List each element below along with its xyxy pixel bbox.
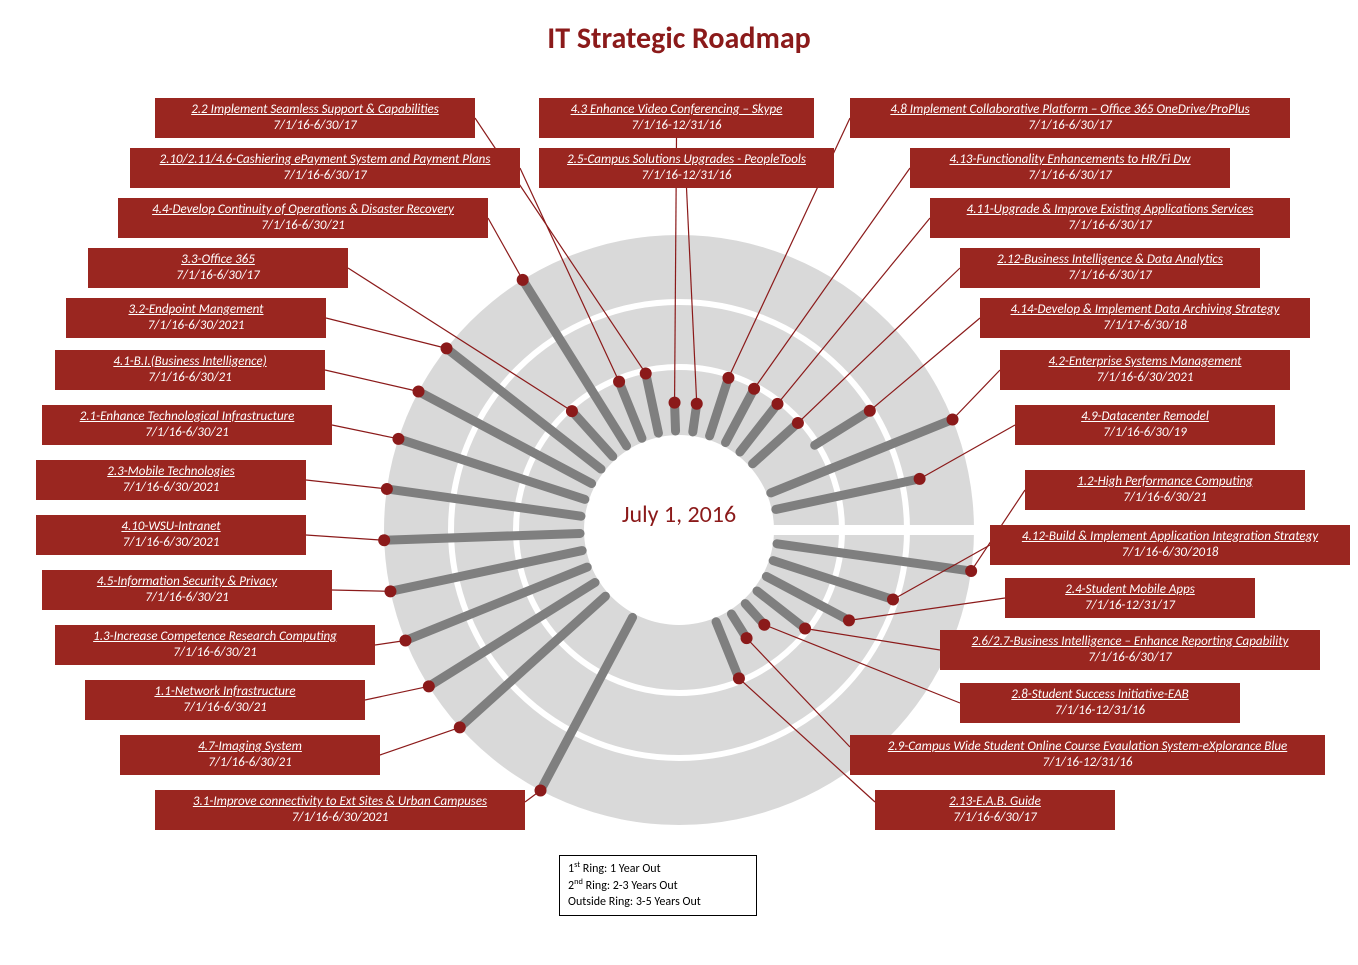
- roadmap-item-dates: 7/1/16-6/30/17: [92, 268, 344, 284]
- roadmap-item-name: 4.9-Datacenter Remodel: [1019, 409, 1271, 425]
- roadmap-item-name: 4.10-WSU-Intranet: [40, 519, 302, 535]
- roadmap-item: 1.2-High Performance Computing7/1/16-6/3…: [1025, 470, 1305, 510]
- roadmap-item-name: 3.1-Improve connectivity to Ext Sites & …: [159, 794, 521, 810]
- roadmap-item-dates: 7/1/16-6/30/17: [854, 118, 1286, 134]
- legend-line-2: 2nd Ring: 2-3 Years Out: [568, 877, 748, 894]
- roadmap-item: 2.8-Student Success Initiative-EAB7/1/16…: [960, 683, 1240, 723]
- roadmap-item-dates: 7/1/16-6/30/2021: [159, 810, 521, 826]
- roadmap-item: 2.2 Implement Seamless Support & Capabil…: [155, 98, 475, 138]
- roadmap-item-name: 4.4-Develop Continuity of Operations & D…: [122, 202, 484, 218]
- roadmap-item-name: 2.9-Campus Wide Student Online Course Ev…: [854, 739, 1321, 755]
- roadmap-item-dates: 7/1/16-6/30/17: [914, 168, 1226, 184]
- roadmap-item-name: 4.11-Upgrade & Improve Existing Applicat…: [934, 202, 1286, 218]
- roadmap-item-name: 2.4-Student Mobile Apps: [1009, 582, 1251, 598]
- roadmap-item-name: 4.5-Information Security & Privacy: [46, 574, 328, 590]
- roadmap-item: 4.10-WSU-Intranet7/1/16-6/30/2021: [36, 515, 306, 555]
- roadmap-item-dates: 7/1/16-6/30/2021: [70, 318, 322, 334]
- roadmap-item: 1.1-Network Infrastructure7/1/16-6/30/21: [85, 680, 365, 720]
- roadmap-item-dates: 7/1/16-12/31/16: [543, 118, 810, 134]
- center-date-label: July 1, 2016: [619, 500, 739, 529]
- roadmap-item-name: 4.13-Functionality Enhancements to HR/Fi…: [914, 152, 1226, 168]
- ring-legend: 1st Ring: 1 Year Out 2nd Ring: 2-3 Years…: [559, 855, 757, 916]
- roadmap-item-dates: 7/1/16-12/31/16: [854, 755, 1321, 771]
- roadmap-item: 3.1-Improve connectivity to Ext Sites & …: [155, 790, 525, 830]
- roadmap-item-name: 1.3-Increase Competence Research Computi…: [59, 629, 371, 645]
- roadmap-item-name: 2.5-Campus Solutions Upgrades - PeopleTo…: [543, 152, 830, 168]
- roadmap-item-dates: 7/1/16-6/30/21: [59, 370, 321, 386]
- roadmap-item: 2.3-Mobile Technologies7/1/16-6/30/2021: [36, 460, 306, 500]
- roadmap-item-name: 4.3 Enhance Video Conferencing – Skype: [543, 102, 810, 118]
- roadmap-item: 2.13-E.A.B. Guide7/1/16-6/30/17: [875, 790, 1115, 830]
- roadmap-item: 1.3-Increase Competence Research Computi…: [55, 625, 375, 665]
- roadmap-item-name: 4.7-Imaging System: [124, 739, 376, 755]
- roadmap-item: 4.14-Develop & Implement Data Archiving …: [980, 298, 1310, 338]
- roadmap-item-dates: 7/1/16-6/30/21: [46, 425, 328, 441]
- roadmap-item: 4.2-Enterprise Systems Management7/1/16-…: [1000, 350, 1290, 390]
- roadmap-item-dates: 7/1/16-6/30/19: [1019, 425, 1271, 441]
- legend-line-1: 1st Ring: 1 Year Out: [568, 860, 748, 877]
- roadmap-item-dates: 7/1/16-6/30/17: [159, 118, 471, 134]
- roadmap-item: 4.1-B.I.(Business Intelligence)7/1/16-6/…: [55, 350, 325, 390]
- roadmap-item-dates: 7/1/16-6/30/21: [46, 590, 328, 606]
- roadmap-item-name: 2.12-Business Intelligence & Data Analyt…: [964, 252, 1256, 268]
- roadmap-item: 2.9-Campus Wide Student Online Course Ev…: [850, 735, 1325, 775]
- roadmap-item-name: 3.3-Office 365: [92, 252, 344, 268]
- roadmap-item: 4.3 Enhance Video Conferencing – Skype7/…: [539, 98, 814, 138]
- roadmap-item-dates: 7/1/16-6/30/17: [879, 810, 1111, 826]
- roadmap-item: 4.4-Develop Continuity of Operations & D…: [118, 198, 488, 238]
- roadmap-item-dates: 7/1/16-12/31/17: [1009, 598, 1251, 614]
- roadmap-item: 2.10/2.11/4.6-Cashiering ePayment System…: [130, 148, 520, 188]
- roadmap-item-name: 4.14-Develop & Implement Data Archiving …: [984, 302, 1306, 318]
- roadmap-item: 4.9-Datacenter Remodel7/1/16-6/30/19: [1015, 405, 1275, 445]
- roadmap-item-name: 2.6/2.7-Business Intelligence – Enhance …: [944, 634, 1316, 650]
- roadmap-item-name: 4.2-Enterprise Systems Management: [1004, 354, 1286, 370]
- roadmap-item-name: 3.2-Endpoint Mangement: [70, 302, 322, 318]
- roadmap-item-dates: 7/1/16-6/30/21: [1029, 490, 1301, 506]
- roadmap-item: 2.1-Enhance Technological Infrastructure…: [42, 405, 332, 445]
- roadmap-item-dates: 7/1/16-6/30/2021: [40, 535, 302, 551]
- roadmap-item: 2.6/2.7-Business Intelligence – Enhance …: [940, 630, 1320, 670]
- roadmap-item: 2.4-Student Mobile Apps7/1/16-12/31/17: [1005, 578, 1255, 618]
- roadmap-item-dates: 7/1/16-6/30/17: [944, 650, 1316, 666]
- roadmap-item-dates: 7/1/16-12/31/16: [543, 168, 830, 184]
- roadmap-item-dates: 7/1/16-6/30/21: [89, 700, 361, 716]
- roadmap-item-name: 2.2 Implement Seamless Support & Capabil…: [159, 102, 471, 118]
- roadmap-item-dates: 7/1/16-6/30/17: [964, 268, 1256, 284]
- roadmap-item-name: 4.12-Build & Implement Application Integ…: [994, 529, 1346, 545]
- roadmap-item-dates: 7/1/16-6/30/17: [934, 218, 1286, 234]
- roadmap-item-dates: 7/1/16-6/30/2021: [1004, 370, 1286, 386]
- roadmap-item-name: 4.1-B.I.(Business Intelligence): [59, 354, 321, 370]
- roadmap-item-dates: 7/1/17-6/30/18: [984, 318, 1306, 334]
- legend-line-3: Outside Ring: 3-5 Years Out: [568, 894, 748, 910]
- roadmap-item: 2.5-Campus Solutions Upgrades - PeopleTo…: [539, 148, 834, 188]
- roadmap-item: 4.12-Build & Implement Application Integ…: [990, 525, 1350, 565]
- roadmap-item-dates: 7/1/16-6/30/21: [122, 218, 484, 234]
- roadmap-item-dates: 7/1/16-6/30/17: [134, 168, 516, 184]
- roadmap-item-name: 4.8 Implement Collaborative Platform – O…: [854, 102, 1286, 118]
- roadmap-item-name: 1.1-Network Infrastructure: [89, 684, 361, 700]
- roadmap-item: 4.5-Information Security & Privacy7/1/16…: [42, 570, 332, 610]
- page-title: IT Strategic Roadmap: [0, 20, 1358, 57]
- roadmap-item-dates: 7/1/16-6/30/2021: [40, 480, 302, 496]
- roadmap-item-name: 2.1-Enhance Technological Infrastructure: [46, 409, 328, 425]
- roadmap-item: 3.3-Office 3657/1/16-6/30/17: [88, 248, 348, 288]
- roadmap-item-name: 2.10/2.11/4.6-Cashiering ePayment System…: [134, 152, 516, 168]
- roadmap-item: 2.12-Business Intelligence & Data Analyt…: [960, 248, 1260, 288]
- roadmap-item: 4.13-Functionality Enhancements to HR/Fi…: [910, 148, 1230, 188]
- roadmap-item: 4.7-Imaging System7/1/16-6/30/21: [120, 735, 380, 775]
- roadmap-item-name: 2.13-E.A.B. Guide: [879, 794, 1111, 810]
- roadmap-item-name: 2.8-Student Success Initiative-EAB: [964, 687, 1236, 703]
- roadmap-item: 3.2-Endpoint Mangement7/1/16-6/30/2021: [66, 298, 326, 338]
- roadmap-item: 4.11-Upgrade & Improve Existing Applicat…: [930, 198, 1290, 238]
- roadmap-item-name: 2.3-Mobile Technologies: [40, 464, 302, 480]
- roadmap-item-dates: 7/1/16-6/30/2018: [994, 545, 1346, 561]
- roadmap-item-dates: 7/1/16-6/30/21: [59, 645, 371, 661]
- roadmap-item-dates: 7/1/16-12/31/16: [964, 703, 1236, 719]
- roadmap-item-dates: 7/1/16-6/30/21: [124, 755, 376, 771]
- roadmap-item: 4.8 Implement Collaborative Platform – O…: [850, 98, 1290, 138]
- roadmap-item-name: 1.2-High Performance Computing: [1029, 474, 1301, 490]
